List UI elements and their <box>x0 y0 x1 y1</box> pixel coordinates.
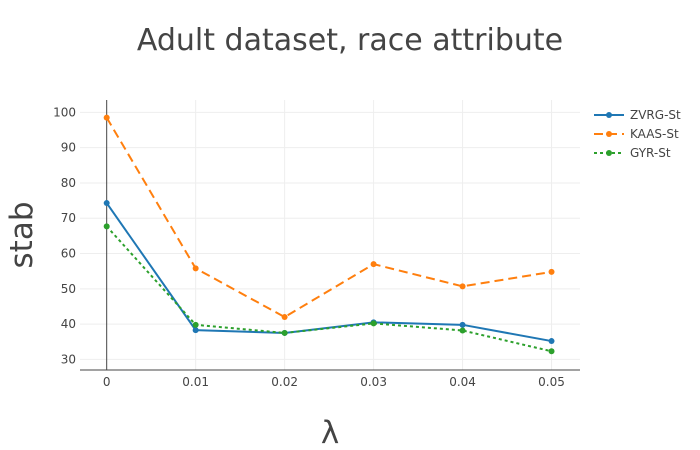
legend-label: KAAS-St <box>630 127 679 141</box>
data-point <box>281 314 288 321</box>
y-tick-label: 30 <box>61 352 76 366</box>
series-line <box>105 117 552 319</box>
series-line <box>105 225 552 353</box>
data-point <box>548 268 555 275</box>
y-tick-label: 60 <box>61 247 76 261</box>
data-point <box>192 327 199 334</box>
y-axis-title: stab <box>4 202 40 269</box>
legend-swatch-marker <box>606 150 612 156</box>
data-point <box>459 283 466 290</box>
y-tick-label: 70 <box>61 211 76 225</box>
y-tick-label: 50 <box>61 282 76 296</box>
x-tick-label: 0.02 <box>271 375 298 389</box>
data-point <box>459 327 466 334</box>
x-tick-label: 0.04 <box>449 375 476 389</box>
series-lines <box>103 114 555 355</box>
data-point <box>370 261 377 268</box>
legend-swatch-marker <box>606 131 612 137</box>
x-tick-label: 0.05 <box>538 375 565 389</box>
series-line <box>105 202 552 343</box>
axes <box>80 100 580 371</box>
data-point <box>459 321 466 328</box>
legend-label: ZVRG-St <box>630 108 681 122</box>
x-tick-label: 0 <box>103 375 111 389</box>
y-tick-label: 100 <box>53 105 76 119</box>
x-tick-label: 0.03 <box>360 375 387 389</box>
legend-label: GYR-St <box>630 146 671 160</box>
x-axis-title: λ <box>321 415 339 450</box>
data-point <box>192 321 199 328</box>
data-point <box>548 338 555 345</box>
y-tick-label: 90 <box>61 141 76 155</box>
tick-labels: 30 40 50 60 70 80 90 100 0 0.01 0.02 0.03 0.04 0.05 <box>53 105 565 389</box>
data-point <box>103 200 110 207</box>
y-tick-label: 40 <box>61 317 76 331</box>
x-tick-label: 0.01 <box>182 375 209 389</box>
data-point <box>103 114 110 121</box>
data-point <box>103 223 110 230</box>
legend: ZVRG-St KAAS-St GYR-St <box>594 108 681 160</box>
grid-lines <box>80 100 580 370</box>
y-tick-label: 80 <box>61 176 76 190</box>
data-point <box>370 320 377 327</box>
data-point <box>548 348 555 355</box>
chart-title: Adult dataset, race attribute <box>137 23 563 58</box>
data-point <box>281 329 288 336</box>
data-point <box>192 265 199 272</box>
legend-swatch-marker <box>606 112 612 118</box>
